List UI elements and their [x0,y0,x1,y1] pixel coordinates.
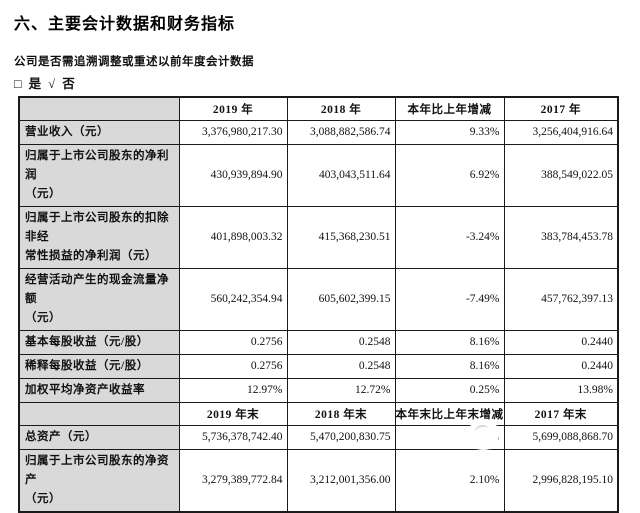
cell-value: 560,242,354.94 [178,267,288,331]
year-header: 2017 年 [503,96,619,121]
restate-question: 公司是否需追溯调整或重述以前年度会计数据 [14,56,254,68]
table-row: 经营活动产生的现金流量净额 （元） 560,242,354.94 605,602,3… [18,267,619,331]
cell-value: 13.98% [503,377,619,403]
row-label: 归属于上市公司股东的净利润 （元） [18,143,180,207]
cell-value: 3,212,001,356.00 [286,448,396,512]
page-title: 六、主要会计数据和财务指标 [14,14,236,33]
row-label: 稀释每股收益（元/股） [18,353,180,379]
cell-value: 5,736,378,742.40 [178,424,288,450]
table-header-row: 2019 年末 2018 年末 本年末比上年末增减 2017 年末 [18,401,619,426]
cell-value: 0.2756 [178,353,288,379]
row-label: 基本每股收益（元/股） [18,329,180,355]
table-row: 稀释每股收益（元/股） 0.2756 0.2548 8.16% 0.2440 [18,353,619,379]
corner-cell [18,96,180,121]
cell-value: 0.25% [394,377,505,403]
cell-value: 12.72% [286,377,396,403]
table-row: 归属于上市公司股东的净利润 （元） 430,939,894.90 403,043,5… [18,143,619,207]
cell-value: 0.2548 [286,353,396,379]
cell-value: 415,368,230.51 [286,205,396,269]
cell-value: 383,784,453.78 [503,205,619,269]
year-header: 2019 年 [178,96,288,121]
cell-value: 3,376,980,217.30 [178,119,288,145]
cell-value: 0.2440 [503,329,619,355]
cell-value: 8.16% [394,353,505,379]
row-label: 加权平均净资产收益率 [18,377,180,403]
cell-value: 0.2440 [503,353,619,379]
corner-cell [18,401,180,426]
table-row: 加权平均净资产收益率 12.97% 12.72% 0.25% 13.98% [18,377,619,403]
year-header: 2017 年末 [503,401,619,426]
cell-value: 6.92% [394,143,505,207]
restate-answer-options: □ 是 √ 否 [14,77,77,91]
table-row: 总资产（元）5,736,378,742.405,470,200,830.754.… [18,424,619,450]
cell-value: 3,088,882,586.74 [286,119,396,145]
cell-value: -3.24% [394,205,505,269]
cell-value: 2,996,828,195.10 [503,448,619,512]
table-row: 营业收入（元） 3,376,980,217.30 3,088,882,586.74 9… [18,119,619,145]
cell-value: 388,549,022.05 [503,143,619,207]
row-label: 归属于上市公司股东的扣除非经 常性损益的净利润（元） [18,205,180,269]
row-label: 归属于上市公司股东的净资产 （元） [18,448,180,512]
cell-value: 3,279,389,772.84 [178,448,288,512]
year-header: 本年末比上年末增减 [394,401,505,426]
cell-value: 403,043,511.64 [286,143,396,207]
financial-table: 2019 年 2018 年本年比上年增减 2017 年营业收入（元） 3,376,98… [18,96,619,513]
financial-table-body: 2019 年 2018 年本年比上年增减 2017 年营业收入（元） 3,376,98… [18,96,619,512]
year-header: 2018 年 [286,96,396,121]
cell-value: 5,470,200,830.75 [286,424,396,450]
cell-value: 605,602,399.15 [286,267,396,331]
table-row: 基本每股收益（元/股） 0.2756 0.2548 8.16% 0.2440 [18,329,619,355]
cell-value: -7.49% [394,267,505,331]
row-label: 经营活动产生的现金流量净额 （元） [18,267,180,331]
year-header: 2018 年末 [286,401,396,426]
cell-value: 457,762,397.13 [503,267,619,331]
row-label: 总资产（元） [18,424,180,450]
table-row: 归属于上市公司股东的扣除非经 常性损益的净利润（元） 401,898,003.32… [18,205,619,269]
year-header: 2019 年末 [178,401,288,426]
cell-value: 3,256,404,916.64 [503,119,619,145]
cell-value: 0.2548 [286,329,396,355]
cell-value: 5,699,088,868.70 [503,424,619,450]
row-label: 营业收入（元） [18,119,180,145]
cell-value: 0.2756 [178,329,288,355]
cell-value: 2.10% [394,448,505,512]
cell-value: 12.97% [178,377,288,403]
cell-value: 9.33% [394,119,505,145]
cell-value: 430,939,894.90 [178,143,288,207]
cell-value: 8.16% [394,329,505,355]
year-header: 本年比上年增减 [394,96,505,121]
table-row: 归属于上市公司股东的净资产 （元） 3,279,389,772.84 3,212,0… [18,448,619,512]
table-header-row: 2019 年 2018 年本年比上年增减 2017 年 [18,96,619,121]
watermark-circle [468,419,499,450]
cell-value: 401,898,003.32 [178,205,288,269]
